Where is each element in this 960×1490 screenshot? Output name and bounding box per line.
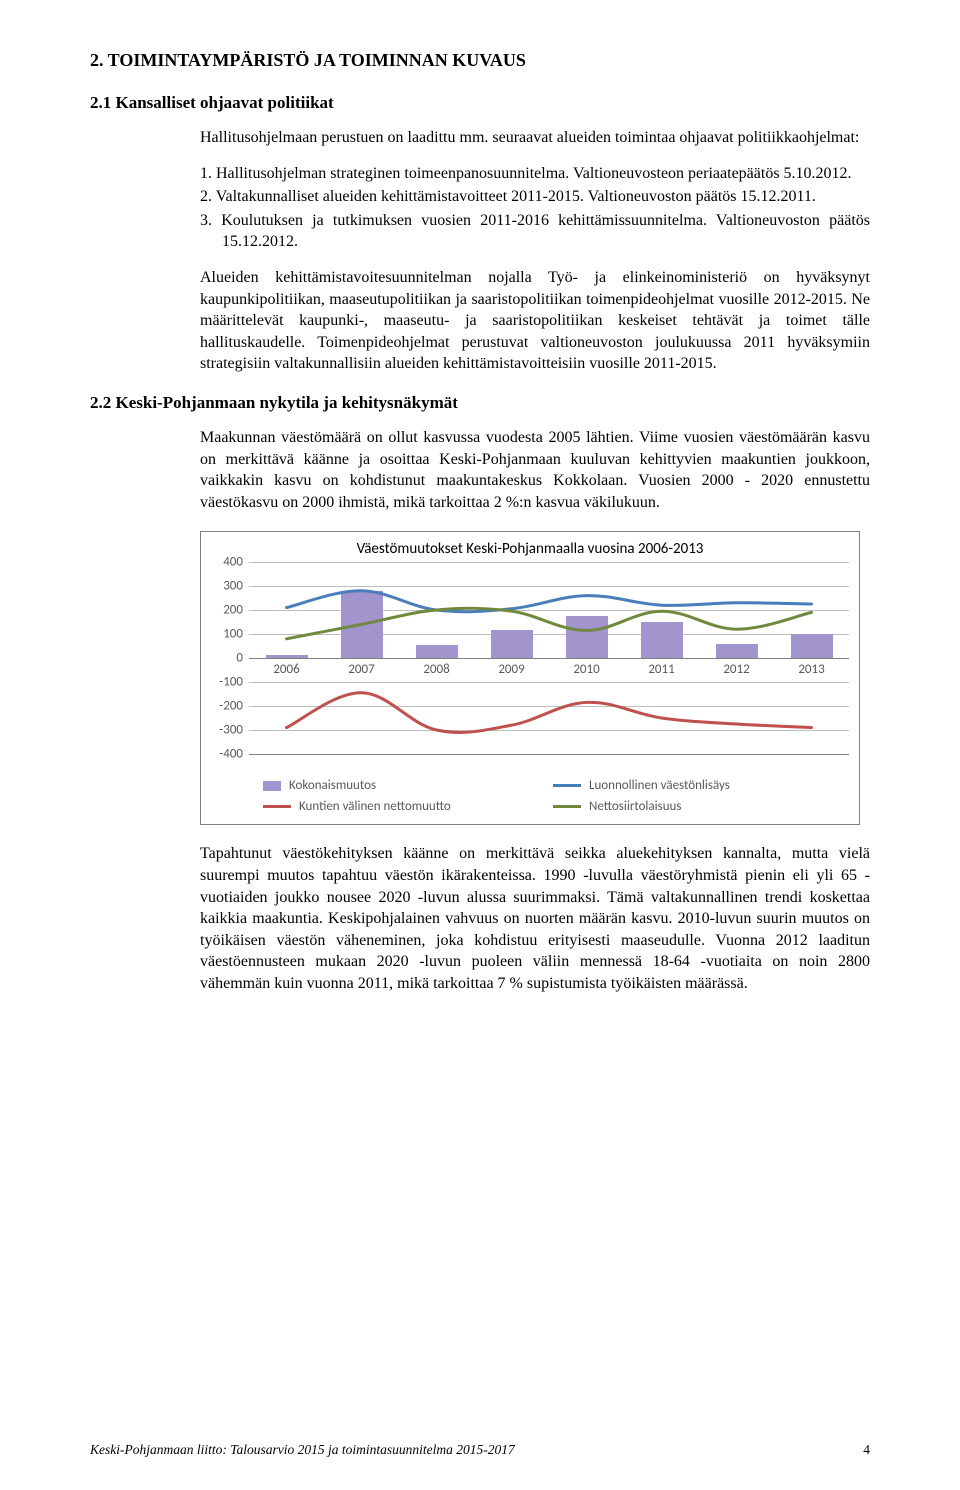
y-tick-label: 400 xyxy=(211,555,243,570)
section-2-heading: 2. TOIMINTAYMPÄRISTÖ JA TOIMINNAN KUVAUS xyxy=(90,50,870,71)
y-tick-label: 100 xyxy=(211,627,243,642)
y-tick-label: -300 xyxy=(211,723,243,738)
legend-label: Luonnollinen väestönlisäys xyxy=(589,778,730,793)
section-2-1-heading: 2.1 Kansalliset ohjaavat politiikat xyxy=(90,93,870,113)
legend-swatch-line xyxy=(263,805,291,808)
y-tick-label: 200 xyxy=(211,603,243,618)
list-item: 3. Koulutuksen ja tutkimuksen vuosien 20… xyxy=(200,210,870,253)
legend-item: Kokonaismuutos xyxy=(263,778,523,793)
legend-swatch-bar xyxy=(263,781,281,791)
page-footer: Keski-Pohjanmaan liitto: Talousarvio 201… xyxy=(90,1442,870,1458)
page-number: 4 xyxy=(863,1442,870,1458)
policy-list: 1. Hallitusohjelman strateginen toimeenp… xyxy=(200,163,870,253)
chart-series-line xyxy=(287,591,812,612)
list-item: 2. Valtakunnalliset alueiden kehittämist… xyxy=(200,186,870,208)
legend-item: Kuntien välinen nettomuutto xyxy=(263,799,523,814)
chart-lines xyxy=(249,562,849,754)
sec21-intro: Hallitusohjelmaan perustuen on laadittu … xyxy=(200,127,870,149)
section-2-1-body: Hallitusohjelmaan perustuen on laadittu … xyxy=(200,127,870,375)
footer-left: Keski-Pohjanmaan liitto: Talousarvio 201… xyxy=(90,1442,515,1458)
legend-label: Nettosiirtolaisuus xyxy=(589,799,681,814)
sec22-para1: Maakunnan väestömäärä on ollut kasvussa … xyxy=(200,427,870,513)
legend-item: Nettosiirtolaisuus xyxy=(553,799,813,814)
population-chart: Väestömuutokset Keski-Pohjanmaalla vuosi… xyxy=(200,531,860,825)
section-2-2-body-2: Tapahtunut väestökehityksen käänne on me… xyxy=(200,843,870,994)
chart-gridline xyxy=(249,754,849,755)
y-tick-label: -100 xyxy=(211,675,243,690)
y-tick-label: -200 xyxy=(211,699,243,714)
chart-plot-area: -400-300-200-100010020030040020062007200… xyxy=(249,562,841,772)
chart-series-line xyxy=(287,693,812,733)
y-tick-label: -400 xyxy=(211,747,243,762)
section-2-2-body-1: Maakunnan väestömäärä on ollut kasvussa … xyxy=(200,427,870,513)
y-tick-label: 300 xyxy=(211,579,243,594)
chart-title: Väestömuutokset Keski-Pohjanmaalla vuosi… xyxy=(213,540,847,558)
y-tick-label: 0 xyxy=(211,651,243,666)
legend-label: Kuntien välinen nettomuutto xyxy=(299,799,451,814)
sec22-para2: Tapahtunut väestökehityksen käänne on me… xyxy=(200,843,870,994)
list-item: 1. Hallitusohjelman strateginen toimeenp… xyxy=(200,163,870,185)
section-2-2-heading: 2.2 Keski-Pohjanmaan nykytila ja kehitys… xyxy=(90,393,870,413)
legend-swatch-line xyxy=(553,805,581,808)
sec21-paragraph: Alueiden kehittämistavoitesuunnitelman n… xyxy=(200,267,870,375)
chart-legend: Kokonaismuutos Luonnollinen väestönlisäys… xyxy=(263,778,847,814)
chart-series-line xyxy=(287,609,812,640)
legend-label: Kokonaismuutos xyxy=(289,778,376,793)
legend-swatch-line xyxy=(553,784,581,787)
legend-item: Luonnollinen väestönlisäys xyxy=(553,778,813,793)
